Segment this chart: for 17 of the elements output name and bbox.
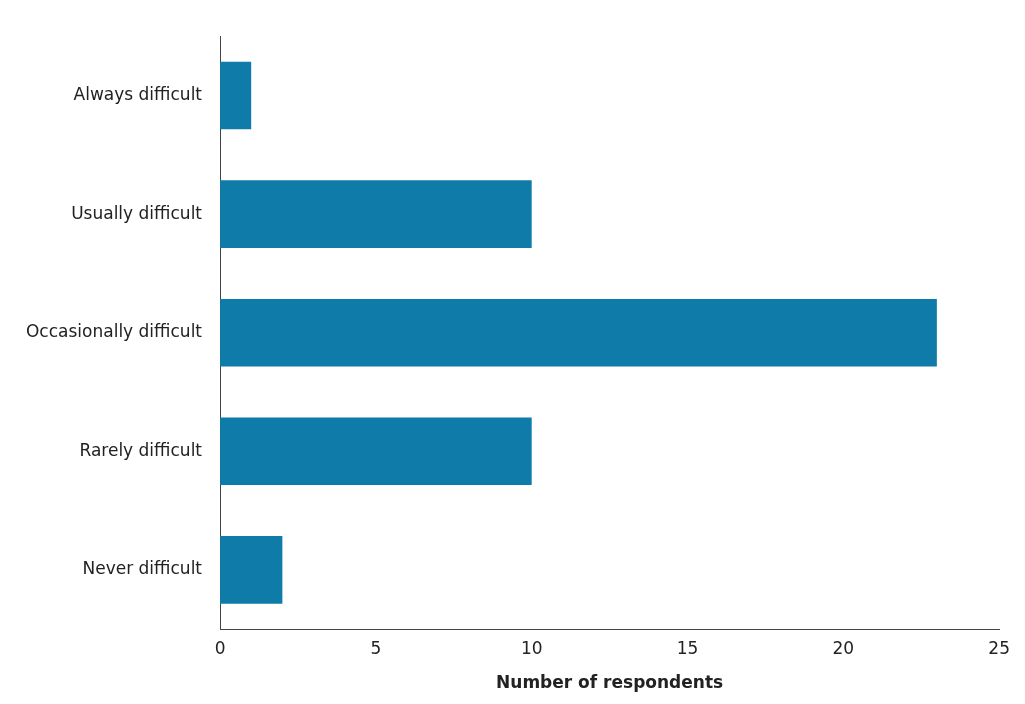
x-tick-label: 25 (988, 637, 1010, 658)
y-tick-label: Rarely difficult (79, 439, 203, 460)
y-tick-label: Never difficult (82, 558, 203, 579)
y-tick-label: Occasionally difficult (25, 321, 203, 342)
bar (220, 61, 252, 130)
bar (220, 417, 532, 486)
x-tick-label: 10 (520, 637, 543, 658)
bar (220, 536, 283, 604)
x-axis-title: Number of respondents (496, 672, 724, 693)
x-tick-label: 15 (676, 637, 699, 658)
bar (220, 298, 937, 367)
x-tick-label: 5 (370, 637, 382, 658)
bar (220, 180, 532, 248)
y-tick-label: Usually difficult (71, 202, 203, 223)
y-tick-label: Always difficult (73, 83, 203, 104)
x-tick-label: 0 (214, 637, 226, 658)
x-tick-label: 20 (832, 637, 855, 658)
